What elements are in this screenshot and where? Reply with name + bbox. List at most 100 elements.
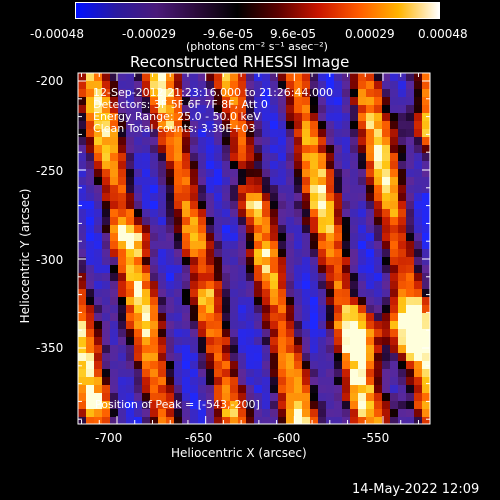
heatmap-cell	[262, 353, 270, 361]
heatmap-cell	[142, 193, 150, 201]
heatmap-cell	[398, 401, 406, 409]
heatmap-cell	[158, 169, 166, 177]
heatmap-cell	[342, 321, 350, 329]
heatmap-cell	[190, 225, 198, 233]
heatmap-cell	[406, 337, 414, 345]
heatmap-cell	[214, 409, 222, 417]
heatmap-cell	[294, 305, 302, 313]
heatmap-cell	[110, 185, 118, 193]
heatmap-cell	[158, 193, 166, 201]
heatmap-cell	[134, 153, 142, 161]
heatmap-cell	[270, 185, 278, 193]
heatmap-cell	[270, 129, 278, 137]
heatmap-cell	[398, 385, 406, 393]
heatmap-cell	[374, 97, 382, 105]
heatmap-cell	[86, 337, 94, 345]
heatmap-cell	[166, 233, 174, 241]
heatmap-cell	[166, 401, 174, 409]
heatmap-cell	[342, 417, 350, 424]
y-axis-label: Heliocentric Y (arcsec)	[18, 188, 32, 324]
heatmap-cell	[246, 81, 254, 89]
heatmap-cell	[262, 73, 270, 81]
heatmap-cell	[422, 297, 430, 305]
heatmap-cell	[358, 145, 366, 153]
heatmap-cell	[190, 97, 198, 105]
heatmap-cell	[206, 321, 214, 329]
heatmap-cell	[86, 97, 94, 105]
heatmap-cell	[150, 353, 158, 361]
heatmap-cell	[350, 321, 358, 329]
heatmap-cell	[110, 409, 118, 417]
heatmap-cell	[414, 193, 422, 201]
heatmap-cell	[222, 305, 230, 313]
heatmap-cell	[222, 241, 230, 249]
heatmap-cell	[142, 345, 150, 353]
heatmap-cell	[214, 313, 222, 321]
heatmap-cell	[150, 113, 158, 121]
heatmap-cell	[334, 81, 342, 89]
heatmap-cell	[246, 361, 254, 369]
heatmap-cell	[326, 233, 334, 241]
heatmap-cell	[366, 225, 374, 233]
heatmap-cell	[174, 145, 182, 153]
heatmap-cell	[398, 273, 406, 281]
heatmap-cell	[254, 121, 262, 129]
heatmap-cell	[166, 161, 174, 169]
heatmap-cell	[134, 401, 142, 409]
heatmap-cell	[190, 169, 198, 177]
heatmap-cell	[334, 185, 342, 193]
heatmap-cell	[118, 417, 126, 424]
heatmap-cell	[382, 305, 390, 313]
heatmap-cell	[254, 329, 262, 337]
heatmap-cell	[238, 81, 246, 89]
heatmap-cell	[206, 265, 214, 273]
heatmap-cell	[334, 409, 342, 417]
heatmap-cell	[222, 321, 230, 329]
heatmap-cell	[158, 233, 166, 241]
heatmap-cell	[78, 321, 86, 329]
heatmap-cell	[158, 313, 166, 321]
heatmap-cell	[110, 201, 118, 209]
heatmap-cell	[286, 369, 294, 377]
heatmap-cell	[230, 297, 238, 305]
heatmap-cell	[134, 289, 142, 297]
heatmap-cell	[102, 121, 110, 129]
heatmap-cell	[238, 385, 246, 393]
heatmap-cell	[246, 153, 254, 161]
heatmap-cell	[382, 337, 390, 345]
heatmap-cell	[406, 369, 414, 377]
heatmap-cell	[310, 177, 318, 185]
heatmap-cell	[270, 105, 278, 113]
heatmap-cell	[278, 233, 286, 241]
heatmap-cell	[254, 129, 262, 137]
heatmap-cell	[310, 313, 318, 321]
heatmap-cell	[78, 313, 86, 321]
heatmap-cell	[246, 321, 254, 329]
heatmap-cell	[270, 289, 278, 297]
heatmap-cell	[166, 105, 174, 113]
heatmap-cell	[214, 249, 222, 257]
heatmap-cell	[414, 265, 422, 273]
heatmap-cell	[182, 369, 190, 377]
heatmap-cell	[294, 169, 302, 177]
heatmap-cell	[198, 409, 206, 417]
heatmap-cell	[406, 121, 414, 129]
heatmap-cell	[398, 281, 406, 289]
heatmap-cell	[86, 113, 94, 121]
heatmap-cell	[302, 161, 310, 169]
heatmap-cell	[118, 241, 126, 249]
heatmap-cell	[254, 105, 262, 113]
heatmap-cell	[150, 177, 158, 185]
heatmap-cell	[334, 377, 342, 385]
heatmap-cell	[414, 353, 422, 361]
heatmap-cell	[78, 161, 86, 169]
heatmap-cell	[350, 281, 358, 289]
heatmap-cell	[358, 177, 366, 185]
heatmap-cell	[286, 137, 294, 145]
heatmap-cell	[118, 137, 126, 145]
heatmap-cell	[198, 121, 206, 129]
heatmap-cell	[382, 129, 390, 137]
heatmap-cell	[254, 393, 262, 401]
heatmap-cell	[382, 369, 390, 377]
heatmap-cell	[230, 337, 238, 345]
